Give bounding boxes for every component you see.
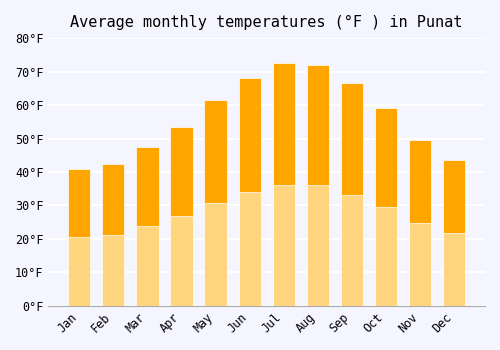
Bar	[204, 100, 227, 306]
Bar	[136, 147, 158, 306]
Bar	[306, 65, 329, 306]
Bar	[136, 226, 158, 306]
Bar	[272, 63, 295, 306]
Title: Average monthly temperatures (°F ) in Punat: Average monthly temperatures (°F ) in Pu…	[70, 15, 463, 30]
Bar	[238, 78, 260, 306]
Bar	[375, 108, 397, 306]
Bar	[170, 127, 192, 306]
Bar	[375, 207, 397, 306]
Bar	[443, 233, 465, 306]
Bar	[272, 184, 295, 306]
Bar	[204, 203, 227, 306]
Bar	[102, 235, 124, 306]
Bar	[443, 160, 465, 306]
Bar	[68, 169, 90, 306]
Bar	[238, 192, 260, 306]
Bar	[68, 237, 90, 306]
Bar	[102, 163, 124, 306]
Bar	[409, 140, 431, 306]
Bar	[409, 223, 431, 306]
Bar	[341, 83, 363, 306]
Bar	[341, 195, 363, 306]
Bar	[306, 186, 329, 306]
Bar	[170, 216, 192, 306]
